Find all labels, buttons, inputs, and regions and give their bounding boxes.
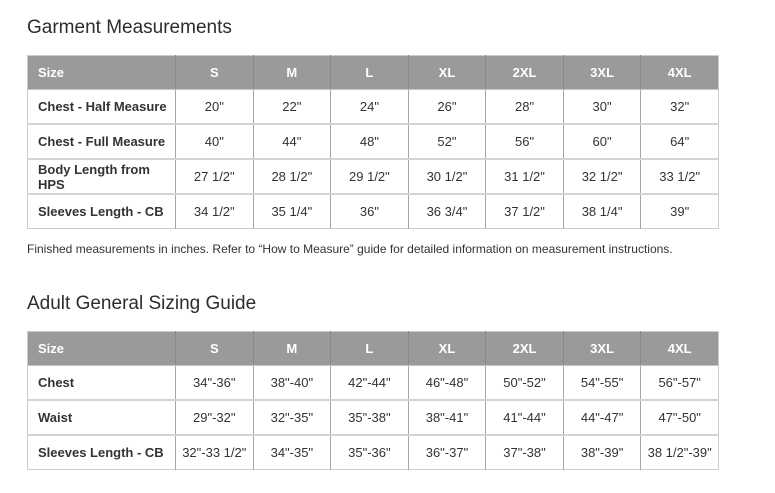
table-cell: 26"	[408, 89, 487, 125]
table-cell: 40"	[175, 124, 254, 160]
garment-measurements-table: Size S M L XL 2XL 3XL 4XL Chest - Half M…	[27, 55, 719, 229]
column-header-s: S	[175, 55, 254, 90]
row-label: Waist	[27, 400, 176, 436]
table-cell: 28"	[485, 89, 564, 125]
table-cell: 35 1/4"	[253, 194, 332, 229]
column-header-m: M	[253, 331, 332, 366]
row-label: Chest - Full Measure	[27, 124, 176, 160]
table-cell: 22"	[253, 89, 332, 125]
row-label: Body Length from HPS	[27, 159, 176, 195]
table-cell: 27 1/2"	[175, 159, 254, 195]
row-label: Sleeves Length - CB	[27, 194, 176, 229]
adult-sizing-guide-table: Size S M L XL 2XL 3XL 4XL Chest 34"-36" …	[27, 331, 719, 470]
table-cell: 31 1/2"	[485, 159, 564, 195]
column-header-l: L	[330, 331, 409, 366]
table-row: Sleeves Length - CB 32"-33 1/2" 34"-35" …	[27, 435, 719, 470]
table-cell: 48"	[330, 124, 409, 160]
table-cell: 44"-47"	[563, 400, 642, 436]
row-label: Chest	[27, 365, 176, 401]
column-header-4xl: 4XL	[640, 55, 719, 90]
column-header-xl: XL	[408, 55, 487, 90]
table-cell: 38 1/4"	[563, 194, 642, 229]
column-header-4xl: 4XL	[640, 331, 719, 366]
column-header-m: M	[253, 55, 332, 90]
row-label: Sleeves Length - CB	[27, 435, 176, 470]
measurement-footnote: Finished measurements in inches. Refer t…	[27, 242, 673, 256]
table-cell: 34"-35"	[253, 435, 332, 470]
table-cell: 34 1/2"	[175, 194, 254, 229]
table-cell: 36 3/4"	[408, 194, 487, 229]
table-row: Chest - Full Measure 40" 44" 48" 52" 56"…	[27, 124, 719, 160]
column-header-3xl: 3XL	[563, 55, 642, 90]
table-cell: 32"-35"	[253, 400, 332, 436]
column-header-3xl: 3XL	[563, 331, 642, 366]
table-cell: 46"-48"	[408, 365, 487, 401]
table-cell: 36"	[330, 194, 409, 229]
table-cell: 42"-44"	[330, 365, 409, 401]
table-cell: 47"-50"	[640, 400, 719, 436]
table-cell: 35"-38"	[330, 400, 409, 436]
table-cell: 52"	[408, 124, 487, 160]
table-row: Sleeves Length - CB 34 1/2" 35 1/4" 36" …	[27, 194, 719, 229]
table-cell: 56"	[485, 124, 564, 160]
table-cell: 29"-32"	[175, 400, 254, 436]
table-header-row: Size S M L XL 2XL 3XL 4XL	[27, 331, 719, 366]
table-cell: 32"-33 1/2"	[175, 435, 254, 470]
column-header-xl: XL	[408, 331, 487, 366]
table-cell: 38"-40"	[253, 365, 332, 401]
table-cell: 34"-36"	[175, 365, 254, 401]
garment-measurements-title: Garment Measurements	[27, 17, 232, 38]
column-header-s: S	[175, 331, 254, 366]
table-cell: 38 1/2"-39"	[640, 435, 719, 470]
table-cell: 38"-41"	[408, 400, 487, 436]
table-cell: 60"	[563, 124, 642, 160]
table-row: Waist 29"-32" 32"-35" 35"-38" 38"-41" 41…	[27, 400, 719, 436]
column-header-size: Size	[27, 331, 176, 366]
column-header-2xl: 2XL	[485, 55, 564, 90]
row-label: Chest - Half Measure	[27, 89, 176, 125]
table-cell: 41"-44"	[485, 400, 564, 436]
table-cell: 36"-37"	[408, 435, 487, 470]
table-cell: 64"	[640, 124, 719, 160]
table-cell: 37"-38"	[485, 435, 564, 470]
table-cell: 33 1/2"	[640, 159, 719, 195]
table-row: Body Length from HPS 27 1/2" 28 1/2" 29 …	[27, 159, 719, 195]
table-cell: 32 1/2"	[563, 159, 642, 195]
table-cell: 29 1/2"	[330, 159, 409, 195]
table-cell: 24"	[330, 89, 409, 125]
adult-sizing-guide-title: Adult General Sizing Guide	[27, 293, 257, 314]
table-cell: 28 1/2"	[253, 159, 332, 195]
column-header-size: Size	[27, 55, 176, 90]
table-cell: 37 1/2"	[485, 194, 564, 229]
table-cell: 50"-52"	[485, 365, 564, 401]
table-header-row: Size S M L XL 2XL 3XL 4XL	[27, 55, 719, 90]
table-cell: 20"	[175, 89, 254, 125]
column-header-l: L	[330, 55, 409, 90]
table-cell: 30 1/2"	[408, 159, 487, 195]
table-cell: 35"-36"	[330, 435, 409, 470]
table-cell: 32"	[640, 89, 719, 125]
table-cell: 54"-55"	[563, 365, 642, 401]
table-row: Chest 34"-36" 38"-40" 42"-44" 46"-48" 50…	[27, 365, 719, 401]
table-row: Chest - Half Measure 20" 22" 24" 26" 28"…	[27, 89, 719, 125]
table-cell: 39"	[640, 194, 719, 229]
table-cell: 30"	[563, 89, 642, 125]
table-cell: 44"	[253, 124, 332, 160]
table-cell: 38"-39"	[563, 435, 642, 470]
column-header-2xl: 2XL	[485, 331, 564, 366]
table-cell: 56"-57"	[640, 365, 719, 401]
